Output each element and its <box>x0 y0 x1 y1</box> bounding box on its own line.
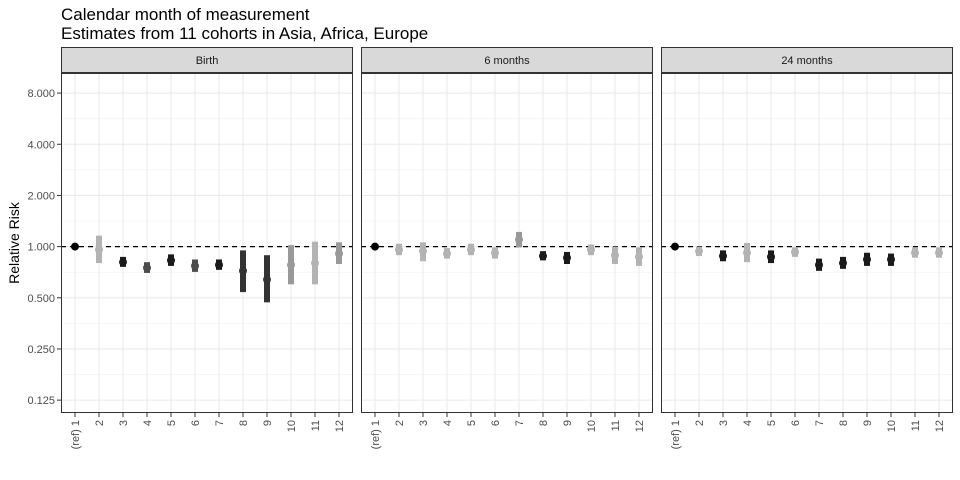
data-point <box>635 252 643 261</box>
x-tick-label: (ref) 1 <box>370 420 382 449</box>
y-tick-label: 2.000 <box>27 190 55 202</box>
panel-1: Birth (ref) 1 2 3 4 5 6 7 8 9 10 11 12 <box>61 47 353 449</box>
data-point <box>395 245 403 254</box>
data-point <box>95 245 103 254</box>
panel-border <box>61 73 353 413</box>
x-tick-label: 8 <box>838 420 850 426</box>
x-tick-label: 12 <box>334 420 346 432</box>
x-tick-label: 5 <box>766 420 778 426</box>
x-tick-label: 7 <box>814 420 826 426</box>
data-point <box>263 275 271 284</box>
x-tick-label: (ref) 1 <box>670 420 682 449</box>
x-tick-label: 10 <box>586 420 598 432</box>
panel-background <box>61 73 353 413</box>
y-tick-label: 8.000 <box>27 88 55 100</box>
data-point <box>467 245 475 254</box>
x-tick-label: 9 <box>262 420 274 426</box>
x-tick-label: 12 <box>934 420 946 432</box>
data-point <box>143 263 151 272</box>
x-tick-label: 3 <box>118 420 130 426</box>
x-tick-label: 2 <box>694 420 706 426</box>
data-point <box>371 242 379 251</box>
data-point <box>215 260 223 269</box>
panel-border <box>661 73 953 413</box>
x-tick-label: 7 <box>214 420 226 426</box>
data-point <box>743 248 751 257</box>
x-tick-label: 7 <box>514 420 526 426</box>
data-point <box>443 249 451 258</box>
data-point <box>815 260 823 269</box>
data-point <box>911 248 919 257</box>
chart-subtitle: Estimates from 11 cohorts in Asia, Afric… <box>61 24 429 43</box>
data-point <box>491 248 499 257</box>
x-tick-label: 8 <box>538 420 550 426</box>
x-tick-label: 4 <box>742 420 754 426</box>
x-tick-label: 4 <box>142 420 154 426</box>
data-point <box>191 261 199 270</box>
y-tick-label: 1.000 <box>27 242 55 254</box>
x-tick-label: 11 <box>910 420 922 431</box>
data-point <box>71 242 79 251</box>
x-tick-label: 6 <box>790 420 802 426</box>
x-tick-label: 11 <box>310 420 322 431</box>
strip-label: 24 months <box>781 55 833 67</box>
data-point <box>695 247 703 256</box>
strip-background <box>61 47 353 73</box>
data-point <box>563 253 571 262</box>
x-tick-label: 8 <box>238 420 250 426</box>
x-tick-label: 9 <box>862 420 874 426</box>
y-tick-label: 4.000 <box>27 139 55 151</box>
strip-background <box>361 47 653 73</box>
x-tick-label: 3 <box>718 420 730 426</box>
x-tick-label: 3 <box>418 420 430 426</box>
panel-background <box>361 73 653 413</box>
data-point <box>935 248 943 257</box>
x-tick-label: 6 <box>490 420 502 426</box>
y-axis-title: Relative Risk <box>6 201 22 284</box>
x-tick-label: 10 <box>286 420 298 432</box>
data-point <box>719 252 727 261</box>
data-point <box>287 260 295 269</box>
strip-label: 6 months <box>484 55 530 67</box>
x-tick-label: 10 <box>886 420 898 432</box>
x-tick-label: 6 <box>190 420 202 426</box>
data-point <box>767 252 775 261</box>
chart-title: Calendar month of measurement <box>61 5 310 24</box>
y-tick-label: 0.250 <box>27 344 55 356</box>
y-tick-label: 0.500 <box>27 293 55 305</box>
data-point <box>311 259 319 268</box>
x-tick-label: 12 <box>634 420 646 432</box>
data-point <box>119 258 127 267</box>
strip-label: Birth <box>196 55 219 67</box>
data-point <box>611 251 619 260</box>
x-tick-label: 2 <box>394 420 406 426</box>
data-point <box>167 256 175 265</box>
panel-2: 6 months (ref) 1 2 3 4 5 6 7 8 9 10 11 12 <box>361 47 653 449</box>
x-tick-label: 5 <box>466 420 478 426</box>
data-point <box>335 249 343 258</box>
data-point <box>419 247 427 256</box>
data-point <box>539 252 547 261</box>
data-point <box>791 247 799 256</box>
strip-background <box>661 47 953 73</box>
x-tick-label: 5 <box>166 420 178 426</box>
x-tick-label: 11 <box>610 420 622 431</box>
x-tick-label: 2 <box>94 420 106 426</box>
y-tick-label: 0.125 <box>27 395 55 407</box>
panel-background <box>661 73 953 413</box>
data-point <box>587 245 595 254</box>
data-point <box>863 255 871 264</box>
x-tick-label: 4 <box>442 420 454 426</box>
data-point <box>671 242 679 251</box>
x-tick-label: (ref) 1 <box>70 420 82 449</box>
data-point <box>887 255 895 264</box>
data-point <box>515 235 523 244</box>
data-point <box>839 259 847 268</box>
x-tick-label: 9 <box>562 420 574 426</box>
panel-3: 24 months (ref) 1 2 3 4 5 6 7 8 9 10 11 12 <box>661 47 953 449</box>
data-point <box>239 266 247 275</box>
panel-border <box>361 73 653 413</box>
